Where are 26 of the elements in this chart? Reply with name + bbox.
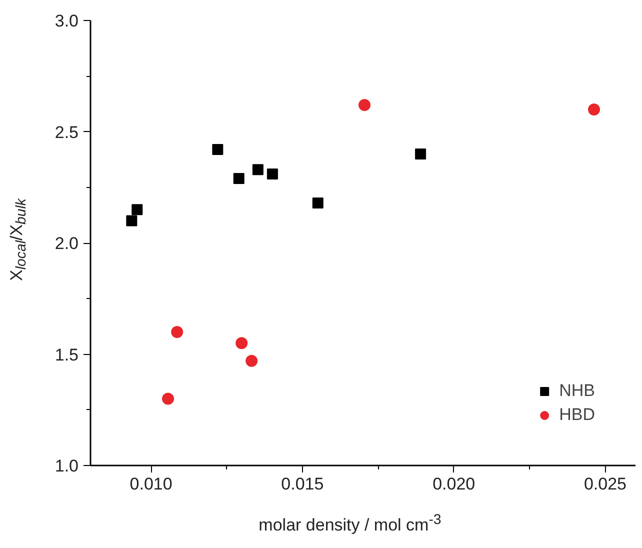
point <box>171 326 184 338</box>
point <box>415 148 426 160</box>
point <box>212 144 224 156</box>
y-tick-label: 1.5 <box>54 345 79 364</box>
point <box>588 104 600 116</box>
point <box>162 392 174 405</box>
x-axis-title: molar density / mol cm$^{-3}$ <box>258 511 442 537</box>
point <box>233 172 244 184</box>
legend-label: NHB <box>559 381 595 401</box>
point <box>132 204 143 216</box>
point <box>312 197 324 208</box>
x-tick-label: 0.015 <box>281 474 324 494</box>
point <box>246 354 258 367</box>
y-tick-label: 3.0 <box>54 12 79 30</box>
y-tick-label: 2.5 <box>54 122 79 142</box>
x-tick-label: 0.025 <box>584 474 626 494</box>
legend-label: HBD <box>559 405 595 425</box>
point <box>126 215 138 226</box>
point <box>252 164 264 176</box>
point <box>358 99 371 112</box>
point <box>236 337 248 350</box>
y-tick-label: 1.0 <box>54 456 79 476</box>
point <box>266 168 278 180</box>
y-tick-label: 2.0 <box>54 234 79 253</box>
x-tick-label: 0.020 <box>432 474 476 494</box>
x-tick-label: 0.010 <box>130 474 172 494</box>
